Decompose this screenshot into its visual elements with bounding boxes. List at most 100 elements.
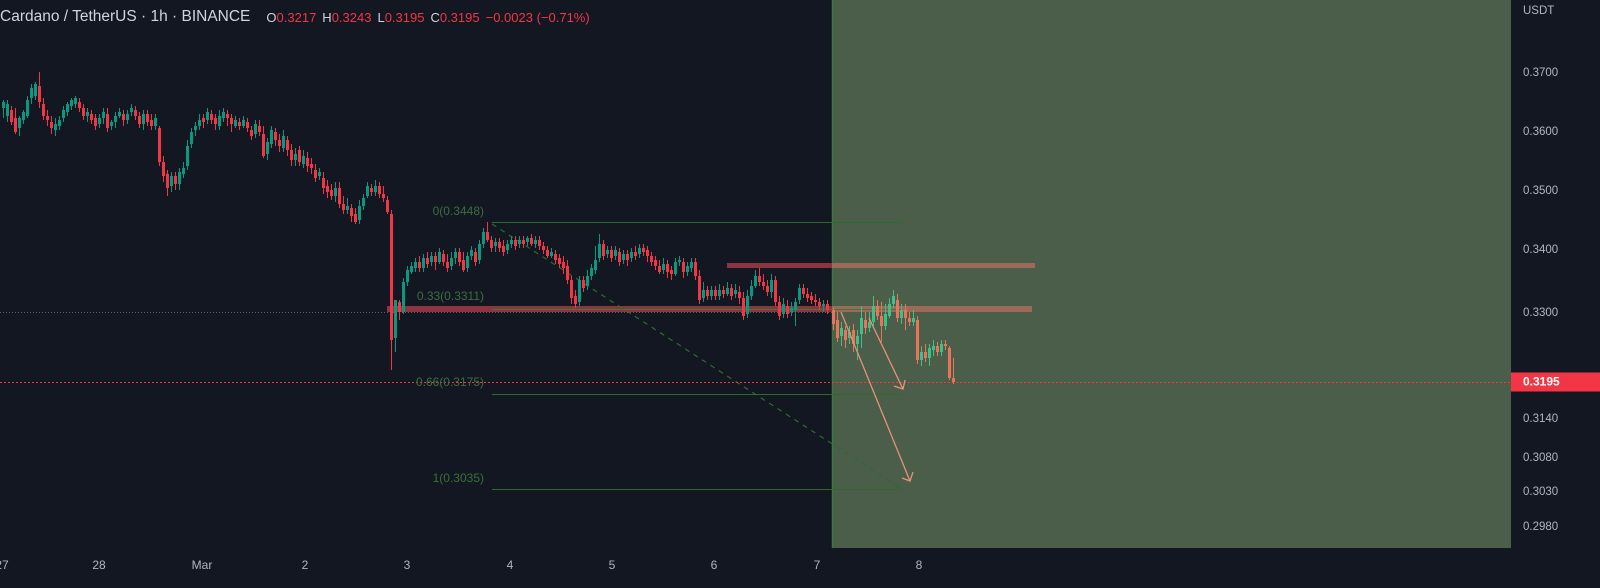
- price-tick: 0.3600: [1523, 126, 1559, 138]
- candle: [662, 264, 665, 270]
- candle: [362, 198, 365, 206]
- candle: [178, 172, 181, 184]
- candle: [782, 304, 785, 314]
- candle: [852, 330, 855, 344]
- candle: [674, 262, 677, 274]
- candle: [254, 124, 257, 134]
- price-axis[interactable]: USDT 0.3700 0.3600 0.3500 0.3400 0.3300 0.314…: [1511, 0, 1600, 588]
- candle: [198, 120, 201, 126]
- candle: [170, 176, 173, 186]
- candle: [822, 304, 825, 306]
- candlestick-chart[interactable]: [0, 0, 1511, 548]
- price-tick: 0.3080: [1523, 452, 1559, 464]
- candle: [574, 296, 577, 304]
- candle: [650, 256, 653, 262]
- candle: [602, 244, 605, 256]
- candle: [6, 104, 9, 116]
- candle: [622, 254, 625, 260]
- price-tick: 0.2980: [1523, 521, 1559, 533]
- candle: [642, 248, 645, 252]
- candle: [944, 344, 947, 346]
- candle: [490, 240, 493, 248]
- candle: [806, 294, 809, 298]
- time-tick: 8: [915, 558, 923, 572]
- time-axis[interactable]: 27 28 Mar 2 3 4 5 6 7 8: [0, 548, 1511, 588]
- candle: [182, 168, 185, 174]
- candle: [318, 172, 321, 176]
- symbol-title[interactable]: Cardano / TetherUS · 1h · BINANCE: [0, 8, 251, 25]
- time-tick: 4: [506, 558, 514, 572]
- candle: [310, 164, 313, 168]
- candle: [896, 300, 899, 318]
- candle: [10, 110, 13, 122]
- candle: [114, 116, 117, 122]
- candle: [90, 114, 93, 120]
- candle: [494, 242, 497, 246]
- candle: [698, 276, 701, 300]
- candle: [832, 310, 835, 324]
- candle: [518, 240, 521, 244]
- candle: [210, 114, 213, 120]
- candle: [162, 162, 165, 176]
- candle: [952, 378, 955, 382]
- candle: [86, 112, 89, 116]
- candle: [686, 266, 689, 272]
- candle: [34, 84, 37, 96]
- candle: [836, 320, 839, 338]
- candle: [410, 266, 413, 272]
- candle: [774, 280, 777, 302]
- candle: [558, 258, 561, 264]
- candle: [794, 302, 797, 310]
- time-tick: 27: [0, 558, 9, 572]
- last-price-tag: 0.3195: [1511, 372, 1600, 392]
- candle: [912, 318, 915, 322]
- resistance-zone-upper[interactable]: [727, 263, 832, 268]
- candle: [202, 118, 205, 122]
- candle: [916, 320, 919, 360]
- candle: [266, 142, 269, 154]
- candle: [230, 118, 233, 124]
- candle: [118, 112, 121, 116]
- candle: [270, 130, 273, 144]
- candle: [876, 306, 879, 316]
- candle: [382, 194, 385, 198]
- candle: [606, 250, 609, 254]
- candle: [634, 252, 637, 256]
- candle: [378, 186, 381, 194]
- close-value: 0.3195: [439, 9, 480, 25]
- candle: [134, 110, 137, 116]
- candle: [46, 116, 49, 120]
- candle: [940, 344, 943, 352]
- candle: [538, 240, 541, 246]
- target-zone[interactable]: [832, 0, 1511, 548]
- chart-area[interactable]: 0(0.3448) 0.33(0.3311) 0.66(0.3175) 1(0.…: [0, 0, 1511, 548]
- candle: [82, 108, 85, 116]
- candle: [102, 112, 105, 118]
- candle: [26, 100, 29, 116]
- candle: [594, 260, 597, 270]
- candle: [274, 132, 277, 140]
- projection-arrow-long[interactable]: [840, 311, 914, 482]
- candle: [892, 296, 895, 304]
- fib-trend-line[interactable]: [491, 223, 903, 490]
- high-value: 0.3243: [331, 9, 372, 25]
- candle: [522, 240, 525, 244]
- candle: [418, 262, 421, 268]
- candle: [586, 276, 589, 286]
- candle: [110, 122, 113, 126]
- candle: [278, 140, 281, 146]
- candle: [354, 214, 357, 222]
- candle: [486, 232, 489, 240]
- price-tick: 0.3140: [1523, 413, 1559, 425]
- candle: [924, 352, 927, 358]
- candle: [714, 290, 717, 296]
- candle: [482, 232, 485, 244]
- candle: [338, 188, 341, 204]
- candle: [786, 306, 789, 314]
- candle: [346, 206, 349, 210]
- candle: [844, 330, 847, 340]
- candle: [710, 290, 713, 296]
- candle: [790, 308, 793, 312]
- candle: [358, 206, 361, 220]
- projection-arrow-short[interactable]: [868, 317, 906, 390]
